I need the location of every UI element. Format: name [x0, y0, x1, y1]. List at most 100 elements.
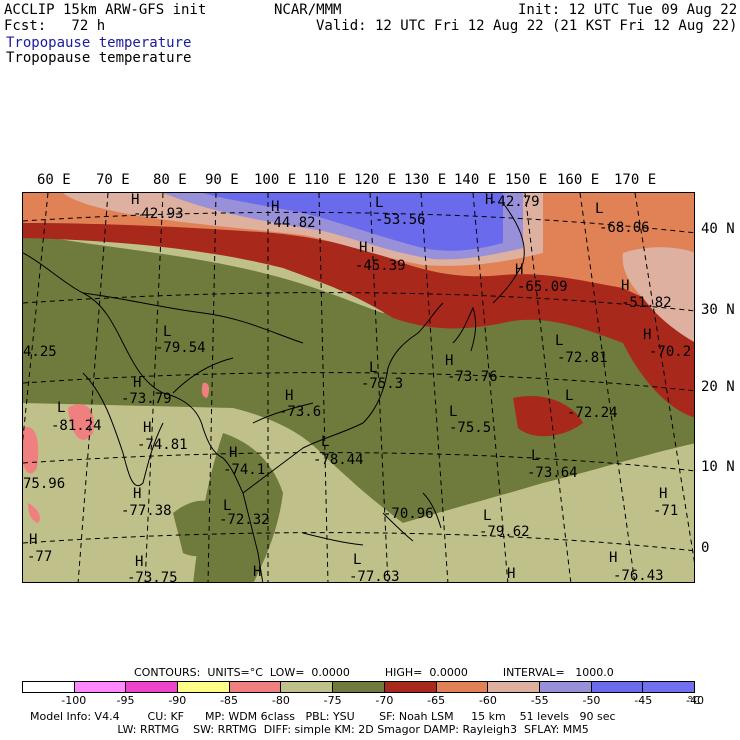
extremum-letter: H — [133, 375, 142, 391]
extremum-letter: H — [515, 262, 524, 278]
extremum-value: -44.82 — [265, 215, 316, 231]
extremum-value: -73.75 — [127, 570, 178, 583]
meridian — [579, 193, 636, 582]
extremum-letter: H — [143, 420, 152, 436]
tropopause-temperature-map: H -42.93 H -44.82 L -53.56 H -42.79 L -6… — [22, 192, 695, 583]
extremum-value: -73.64 — [527, 465, 578, 481]
colorbar-tick-label: -50 — [582, 694, 601, 707]
extremum-letter: H — [609, 550, 618, 566]
region-m80-m75-patch — [68, 404, 94, 440]
extremum-value: 4.25 — [23, 344, 57, 360]
extremum-letter: L — [555, 333, 564, 349]
extremum-letter: H — [445, 353, 454, 369]
lon-label: 170 E — [614, 172, 657, 188]
colorbar-tick-label: -40 — [686, 694, 704, 707]
country-borders — [82, 292, 314, 424]
extremum-value: -81.24 — [51, 418, 102, 434]
extremum-letter: H — [271, 199, 280, 215]
coastline-asia — [23, 252, 264, 582]
region-m70-m65-patch — [513, 395, 583, 437]
extremum-letter: H — [659, 486, 668, 502]
region-m60-m55 — [63, 193, 694, 342]
extremum-value: -73.79 — [121, 391, 172, 407]
extremum-letter: L — [483, 508, 492, 524]
contours-info: CONTOURS: UNITS=°C LOW= 0.0000 HIGH= 0.0… — [134, 666, 614, 679]
coastline-korea-japan — [452, 202, 525, 352]
colorbar-swatch — [74, 682, 127, 692]
lon-label: 140 E — [454, 172, 497, 188]
region-m80-m75-patch — [201, 382, 210, 398]
extremum-value: -71 — [653, 503, 679, 519]
colorbar-tick-label: -85 — [220, 694, 239, 707]
extremum-letter: H — [621, 278, 630, 294]
extremum-value: -77 — [27, 549, 53, 565]
lat-label: 0 — [701, 540, 710, 556]
extremum-value: -45.39 — [355, 258, 406, 274]
extremum-letter: L — [531, 448, 540, 464]
colorbar-swatch — [384, 682, 437, 692]
coastline-china — [242, 302, 444, 494]
footer-physics-info: LW: RRTMG SW: RRTMG DIFF: simple KM: 2D … — [30, 723, 589, 736]
extremum-letter: H — [643, 327, 652, 343]
extremum-value: -51.82 — [621, 295, 672, 311]
parallel-20n — [23, 372, 694, 392]
extremum-letter: H — [285, 388, 294, 404]
region-m75-m70 — [23, 233, 694, 582]
parallel-0 — [23, 532, 694, 552]
colorbar-tick-label: -65 — [427, 694, 446, 707]
coastline-indonesia — [302, 492, 442, 546]
lat-label: 40 N — [701, 221, 735, 237]
meridian — [634, 193, 694, 563]
colorbar — [22, 681, 695, 693]
colorbar-tick-label: -80 — [271, 694, 290, 707]
header-valid-time: Valid: 12 UTC Fri 12 Aug 22 (21 KST Fri … — [316, 18, 738, 34]
colorbar-tick-label: -45 — [634, 694, 653, 707]
extremum-letter: H — [253, 564, 262, 580]
parallel-10n — [23, 452, 694, 472]
coastlines — [23, 202, 525, 582]
header-model-title: ACCLIP 15km ARW-GFS init — [4, 2, 207, 18]
extremum-letter: L — [565, 388, 574, 404]
extremum-value: -72.24 — [567, 405, 618, 421]
parallel-40n — [23, 211, 694, 234]
field-title-2: Tropopause temperature — [6, 50, 192, 66]
header-forecast-hour: Fcst: 72 h — [4, 18, 106, 34]
extremum-value: -73.6 — [279, 404, 322, 420]
parallel-30n — [23, 292, 694, 312]
colorbar-tick-label: -90 — [168, 694, 187, 707]
colorbar-swatch — [229, 682, 282, 692]
extremum-letter: H — [133, 486, 142, 502]
extremum-value: -77.63 — [349, 569, 400, 583]
extremum-letter: L — [223, 498, 232, 514]
colorbar-tick-label: -100 — [61, 694, 87, 707]
coastline-india — [82, 372, 164, 486]
extremum-letter: L — [369, 360, 378, 376]
meridian — [318, 193, 329, 582]
meridian — [524, 193, 572, 582]
meridian — [207, 193, 217, 582]
field-title-1: Tropopause temperature — [6, 35, 192, 51]
meridian — [472, 193, 509, 582]
extremum-value: -53.56 — [375, 212, 426, 228]
colorbar-swatch — [436, 682, 489, 692]
lat-label: 30 N — [701, 302, 735, 318]
lat-label: 10 N — [701, 459, 735, 475]
meridian — [369, 193, 389, 582]
extremum-value: -42.93 — [133, 206, 184, 222]
meridian — [77, 193, 109, 582]
lon-label: 70 E — [96, 172, 130, 188]
extremum-value: -74.1 — [223, 462, 266, 478]
extremum-letter: H — [135, 554, 144, 570]
colorbar-swatch — [126, 682, 179, 692]
extremum-value: -72.32 — [219, 512, 270, 528]
colorbar-swatch — [281, 682, 334, 692]
colorbar-swatch — [23, 682, 75, 692]
extremum-value: -65.09 — [517, 279, 568, 295]
map-canvas — [23, 193, 694, 582]
colorbar-swatch — [333, 682, 385, 692]
lat-label: 20 N — [701, 379, 735, 395]
extremum-value: -70.96 — [383, 506, 434, 522]
colorbar-swatch — [178, 682, 230, 692]
colorbar-tick-label: -55 — [530, 694, 549, 707]
extremum-value: -75.5 — [449, 420, 492, 436]
